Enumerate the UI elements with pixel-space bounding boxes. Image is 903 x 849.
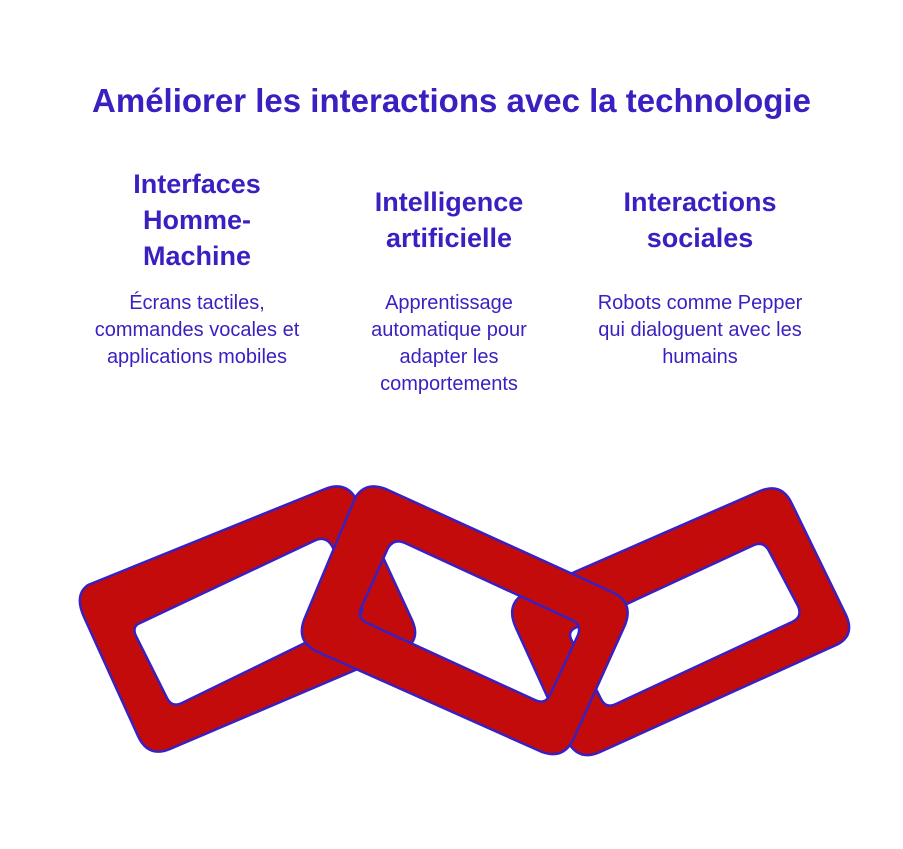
chain-link-middle: [300, 485, 629, 756]
column-social: Interactions sociales Robots comme Peppe…: [585, 166, 815, 371]
column-interfaces: Interfaces Homme-Machine Écrans tactiles…: [82, 166, 312, 371]
column-heading: Interfaces Homme-Machine: [133, 169, 261, 271]
column-heading: Intelligence artificielle: [374, 187, 524, 253]
column-description: Robots comme Pepper qui dialoguent avec …: [597, 292, 803, 368]
page-title: Améliorer les interactions avec la techn…: [92, 82, 811, 119]
column-description: Écrans tactiles, commandes vocales et ap…: [94, 292, 300, 368]
column-intelligence: Intelligence artificielle Apprentissage …: [334, 166, 564, 398]
column-heading: Interactions sociales: [623, 187, 777, 253]
column-description: Apprentissage automatique pour adapter l…: [371, 292, 527, 395]
